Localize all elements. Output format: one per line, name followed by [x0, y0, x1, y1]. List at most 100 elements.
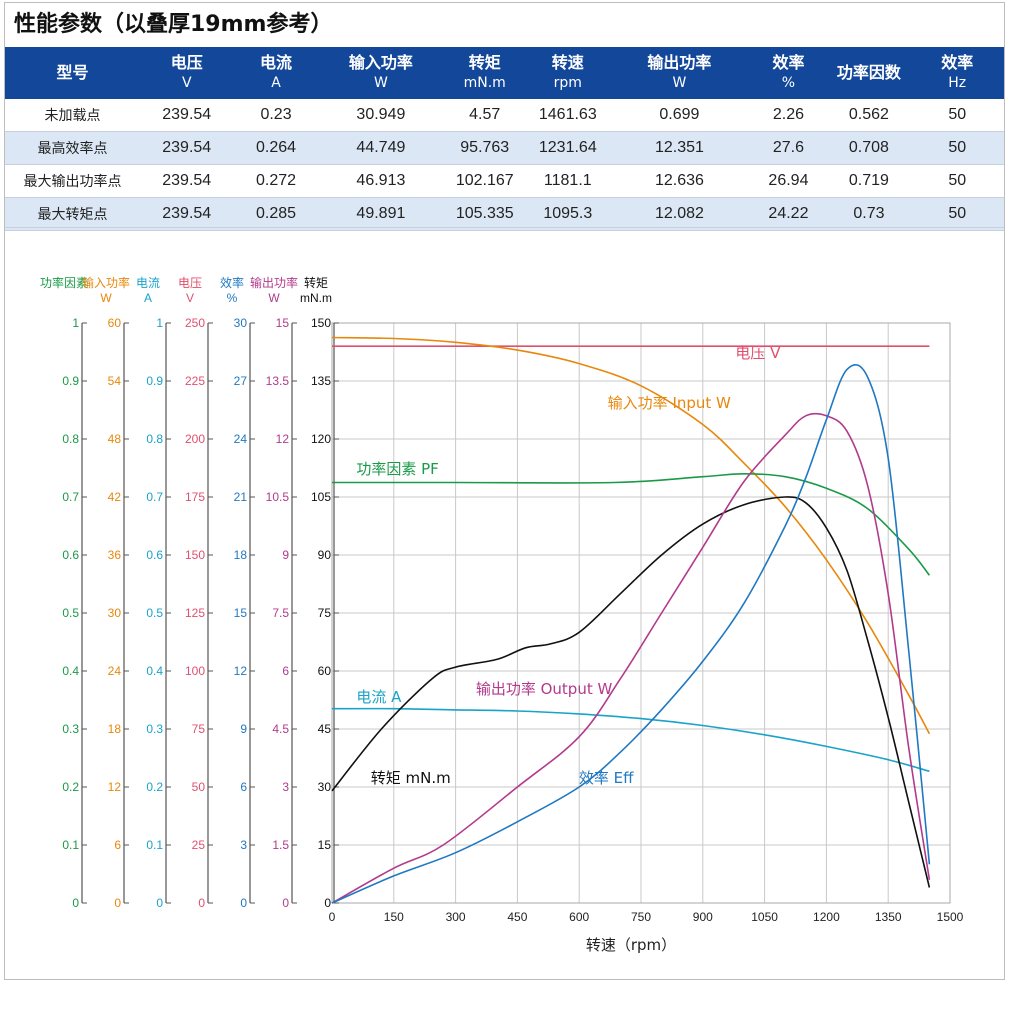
axis-tick-label-voltage: 150 — [185, 548, 205, 562]
x-tick-label: 150 — [384, 910, 404, 924]
axis-unit-current: A — [144, 291, 152, 305]
axis-tick-label-input: 12 — [108, 780, 122, 794]
page-frame — [4, 2, 1005, 980]
table-cell: 4.57 — [443, 99, 527, 132]
axis-tick-label-voltage: 225 — [185, 374, 205, 388]
axis-tick-label-current: 0.6 — [146, 548, 163, 562]
series-line-eff — [331, 364, 931, 904]
header-cell: 型号 — [5, 47, 140, 99]
table-cell: 0.23 — [233, 99, 319, 132]
table-cell: 0.272 — [233, 164, 319, 198]
table-cell: 0.699 — [609, 99, 750, 132]
axis-tick-label-torque: 150 — [311, 316, 331, 330]
axis-tick-label-input: 60 — [108, 316, 122, 330]
performance-table: 型号 电压 V 电流 A 输入功率 W 转矩 mN.m 转速 rpm 输出功率 W 效率% … — [5, 47, 1004, 231]
table-cell: 102.167 — [443, 164, 527, 198]
table-cell: 1095.3 — [526, 197, 610, 231]
table-cell: 1461.63 — [526, 99, 610, 132]
table-cell: 27.6 — [749, 131, 828, 165]
axis-tick-label-pf: 0.1 — [62, 838, 79, 852]
table-cell: 0.73 — [827, 197, 911, 231]
axis-tick-label-eff: 18 — [234, 548, 248, 562]
axis-tick-label-current: 1 — [156, 316, 163, 330]
axis-tick-label-input: 24 — [108, 664, 122, 678]
series-label: 电压 V — [735, 344, 781, 362]
table-row: 未加载点 239.54 0.23 30.949 4.57 1461.63 0.6… — [5, 99, 1004, 132]
axis-tick-label-eff: 30 — [234, 316, 248, 330]
axis-tick-label-output: 0 — [282, 896, 289, 910]
axis-tick-label-output: 6 — [282, 664, 289, 678]
table-cell: 95.763 — [443, 131, 527, 165]
plot-border — [331, 322, 951, 904]
axis-tick-label-current: 0.8 — [146, 432, 163, 446]
axis-tick-label-input: 48 — [108, 432, 122, 446]
row-label: 最大输出功率点 — [5, 164, 140, 198]
axis-tick-label-pf: 0.8 — [62, 432, 79, 446]
series-label: 输入功率 Input W — [608, 394, 731, 412]
x-tick-label: 1500 — [937, 910, 964, 924]
x-axis-title: 转速（rpm） — [586, 936, 676, 954]
axis-tick-label-output: 7.5 — [272, 606, 289, 620]
axis-tick-label-output: 10.5 — [266, 490, 290, 504]
header-cell: 功率因数 — [827, 47, 911, 99]
table-cell: 239.54 — [140, 197, 234, 231]
series-label: 效率 Eff — [579, 769, 634, 787]
x-tick-label: 0 — [329, 910, 336, 924]
axis-unit-eff: % — [227, 291, 238, 305]
axis-title-input: 输入功率 — [82, 275, 130, 290]
table-cell: 0.285 — [233, 197, 319, 231]
x-tick-label: 750 — [631, 910, 651, 924]
table-cell: 239.54 — [140, 99, 234, 132]
series-line-torque — [331, 496, 931, 888]
axis-tick-label-output: 9 — [282, 548, 289, 562]
x-tick-label: 1200 — [813, 910, 840, 924]
axis-tick-label-current: 0.7 — [146, 490, 163, 504]
page-title: 性能参数（以叠厚19mm参考） — [14, 12, 333, 37]
axis-tick-label-torque: 0 — [324, 896, 331, 910]
series-label: 转矩 mN.m — [371, 769, 451, 787]
axis-title-torque: 转矩 — [304, 275, 328, 290]
table-cell: 0.264 — [233, 131, 319, 165]
header-cell: 输入功率 W — [318, 47, 444, 99]
series-label: 电流 A — [356, 688, 402, 706]
table-cell: 2.26 — [749, 99, 828, 132]
axis-tick-label-eff: 9 — [240, 722, 247, 736]
axis-tick-label-voltage: 75 — [192, 722, 206, 736]
axis-tick-label-output: 1.5 — [272, 838, 289, 852]
axis-unit-torque: mN.m — [300, 291, 332, 305]
axis-tick-label-input: 42 — [108, 490, 122, 504]
axis-tick-label-current: 0.4 — [146, 664, 163, 678]
axis-tick-label-pf: 0.9 — [62, 374, 79, 388]
axis-title-eff: 效率 — [220, 275, 244, 290]
axis-tick-label-output: 13.5 — [266, 374, 290, 388]
axis-unit-output: W — [268, 291, 280, 305]
axis-unit-voltage: V — [186, 291, 194, 305]
axis-tick-label-eff: 3 — [240, 838, 247, 852]
table-cell: 26.94 — [749, 164, 828, 198]
axis-tick-label-voltage: 200 — [185, 432, 205, 446]
axis-tick-label-voltage: 250 — [185, 316, 205, 330]
axis-tick-label-pf: 0.4 — [62, 664, 79, 678]
axis-tick-label-pf: 0.6 — [62, 548, 79, 562]
series-label: 输出功率 Output W — [476, 680, 613, 698]
table-cell: 1231.64 — [526, 131, 610, 165]
x-tick-label: 1050 — [751, 910, 778, 924]
table-cell: 30.949 — [318, 99, 444, 132]
axis-tick-label-torque: 105 — [311, 490, 331, 504]
axis-tick-label-pf: 1 — [72, 316, 79, 330]
table-cell: 0.562 — [827, 99, 911, 132]
x-tick-label: 900 — [693, 910, 713, 924]
axis-tick-label-pf: 0.5 — [62, 606, 79, 620]
axis-tick-label-input: 0 — [114, 896, 121, 910]
axis-title-voltage: 电压 — [178, 276, 202, 290]
axis-tick-label-pf: 0.7 — [62, 490, 79, 504]
axis-tick-label-torque: 60 — [318, 664, 332, 678]
axis-tick-label-torque: 120 — [311, 432, 331, 446]
axis-tick-label-voltage: 0 — [198, 896, 205, 910]
axis-tick-label-torque: 90 — [318, 548, 332, 562]
axis-tick-label-voltage: 100 — [185, 664, 205, 678]
axis-tick-label-voltage: 175 — [185, 490, 205, 504]
row-label: 最大转矩点 — [5, 197, 140, 231]
table-cell: 50 — [910, 164, 1004, 198]
axis-tick-label-voltage: 50 — [192, 780, 206, 794]
